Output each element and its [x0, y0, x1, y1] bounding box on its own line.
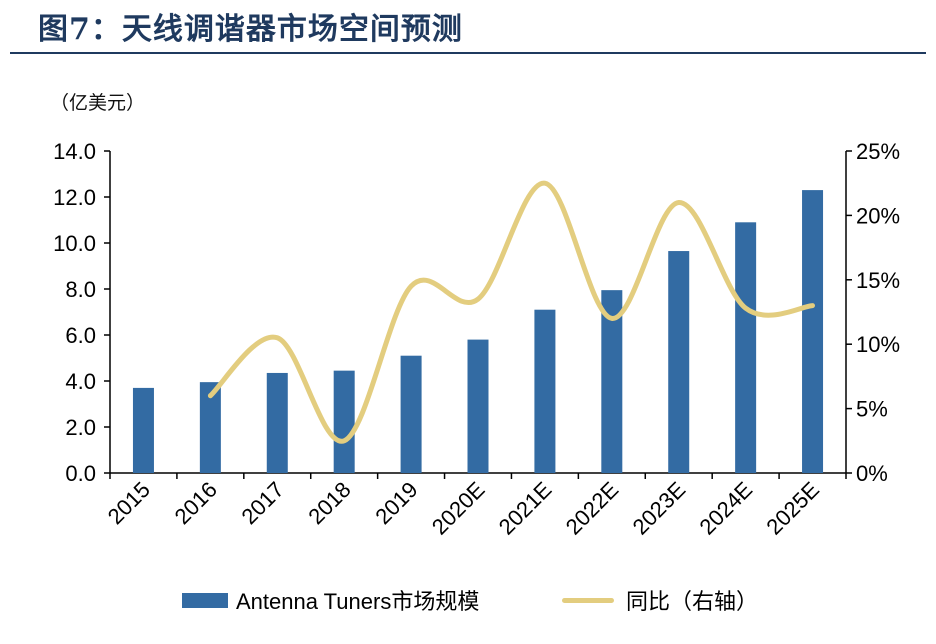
x-tick-label: 2020E: [427, 477, 490, 540]
y-left-tick-label: 2.0: [65, 415, 96, 440]
bar: [534, 309, 556, 473]
y-right-tick-label: 5%: [856, 397, 888, 422]
x-tick-label: 2016: [170, 477, 222, 529]
yoy-line: [207, 180, 815, 444]
y-right-tick-label: 25%: [856, 139, 900, 164]
legend-label-yoy: 同比（右轴）: [626, 589, 759, 614]
x-tick-label: 2015: [103, 477, 155, 529]
figure-title: 图7：天线调谐器市场空间预测: [38, 12, 463, 47]
x-tick-label: 2021E: [494, 477, 557, 540]
legend-bar-swatch: [182, 592, 228, 608]
legend-label-market-size: Antenna Tuners市场规模: [236, 589, 480, 614]
header: 图7：天线调谐器市场空间预测: [0, 0, 936, 56]
bar: [266, 372, 288, 473]
bar: [333, 370, 355, 473]
legend-item-yoy: 同比（右轴）: [562, 584, 758, 616]
x-tick-label: 2025E: [761, 477, 824, 540]
bar: [668, 251, 690, 473]
legend-item-market-size: Antenna Tuners市场规模: [182, 584, 479, 616]
bar: [601, 290, 623, 473]
combo-chart: 0.0 2.0 4.0 6.0 8.0 10.0 12.0 14.0 0% 5% 10% 15% 20%…: [53, 139, 900, 540]
y-left-tick-label: 6.0: [65, 323, 96, 348]
x-tick-label: 2019: [370, 477, 422, 529]
bar: [132, 387, 154, 473]
x-tick-label: 2023E: [628, 477, 691, 540]
y-left-tick-label: 4.0: [65, 369, 96, 394]
x-tick-label: 2024E: [695, 477, 758, 540]
y-left-tick-label: 0.0: [65, 461, 96, 486]
unit-label: （亿美元）: [50, 92, 146, 114]
y-left-tick-label: 10.0: [53, 231, 96, 256]
bar: [199, 382, 221, 473]
title-underline: [10, 52, 926, 54]
bar: [467, 339, 489, 473]
y-left-tick-label: 8.0: [65, 277, 96, 302]
y-right-tick-label: 15%: [856, 268, 900, 293]
y-right-tick-label: 10%: [856, 332, 900, 357]
y-right-tick-label: 0%: [856, 461, 888, 486]
x-tick-label: 2018: [303, 477, 355, 529]
y-right-tick-label: 20%: [856, 203, 900, 228]
legend-line-swatch: [562, 597, 614, 603]
bar: [735, 222, 757, 473]
bar: [802, 190, 824, 473]
bar: [400, 355, 422, 473]
x-tick-label: 2017: [237, 477, 289, 529]
y-left-tick-label: 14.0: [53, 139, 96, 164]
legend: Antenna Tuners市场规模 同比（右轴）: [0, 584, 936, 624]
y-left-tick-label: 12.0: [53, 185, 96, 210]
x-tick-label: 2022E: [561, 477, 624, 540]
